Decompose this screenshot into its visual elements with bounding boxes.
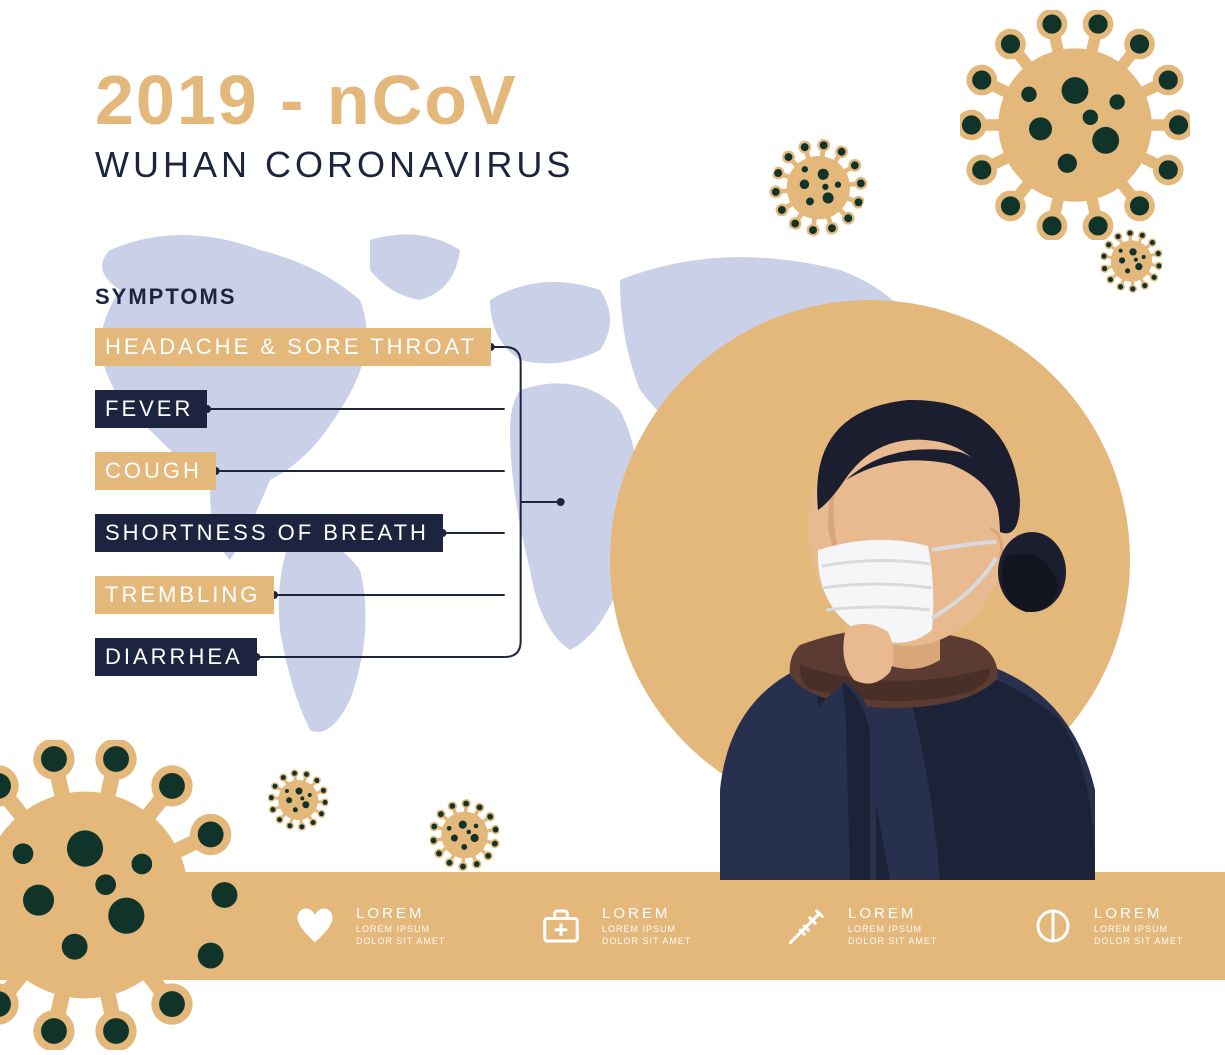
info-item: LOREM LOREM IPSUM DOLOR SIT AMET	[1028, 901, 1204, 951]
symptom-item: HEADACHE & SORE THROAT	[95, 328, 491, 366]
symptoms-heading: SYMPTOMS	[95, 284, 491, 310]
info-item: LOREM LOREM IPSUM DOLOR SIT AMET	[290, 901, 466, 951]
info-title: LOREM	[602, 905, 712, 922]
info-title: LOREM	[1094, 905, 1204, 922]
symptom-list: HEADACHE & SORE THROAT FEVER COUGH SHORTNES…	[95, 328, 491, 700]
virus-icon	[265, 768, 330, 838]
syringe-icon	[782, 901, 832, 951]
info-title: LOREM	[848, 905, 958, 922]
info-subtitle: LOREM IPSUM DOLOR SIT AMET	[848, 924, 958, 947]
symptoms-block: SYMPTOMS HEADACHE & SORE THROAT FEVER COUG…	[95, 284, 491, 700]
info-texts: LOREM LOREM IPSUM DOLOR SIT AMET	[356, 905, 466, 947]
symptom-item: FEVER	[95, 390, 207, 428]
person-illustration	[640, 360, 1140, 880]
info-texts: LOREM LOREM IPSUM DOLOR SIT AMET	[848, 905, 958, 947]
virus-icon	[0, 740, 240, 1055]
title-main: 2019 - nCoV	[95, 60, 574, 140]
info-texts: LOREM LOREM IPSUM DOLOR SIT AMET	[1094, 905, 1204, 947]
symptom-item: TREMBLING	[95, 576, 274, 614]
heart-icon	[290, 901, 340, 951]
pill-icon	[1028, 901, 1078, 951]
info-subtitle: LOREM IPSUM DOLOR SIT AMET	[1094, 924, 1204, 947]
medkit-icon	[536, 901, 586, 951]
virus-icon	[424, 794, 506, 880]
info-subtitle: LOREM IPSUM DOLOR SIT AMET	[356, 924, 466, 947]
symptom-item: COUGH	[95, 452, 216, 490]
title-block: 2019 - nCoV WUHAN CORONAVIRUS	[95, 60, 574, 186]
virus-icon	[1095, 225, 1168, 302]
info-title: LOREM	[356, 905, 466, 922]
info-item: LOREM LOREM IPSUM DOLOR SIT AMET	[536, 901, 712, 951]
virus-icon	[960, 10, 1190, 245]
symptom-item: SHORTNESS OF BREATH	[95, 514, 443, 552]
info-subtitle: LOREM IPSUM DOLOR SIT AMET	[602, 924, 712, 947]
info-item: LOREM LOREM IPSUM DOLOR SIT AMET	[782, 901, 958, 951]
infographic-canvas: 2019 - nCoV WUHAN CORONAVIRUS SYMPTOMS H…	[0, 0, 1225, 980]
symptom-item: DIARRHEA	[95, 638, 257, 676]
title-subtitle: WUHAN CORONAVIRUS	[95, 144, 574, 186]
info-texts: LOREM LOREM IPSUM DOLOR SIT AMET	[602, 905, 712, 947]
